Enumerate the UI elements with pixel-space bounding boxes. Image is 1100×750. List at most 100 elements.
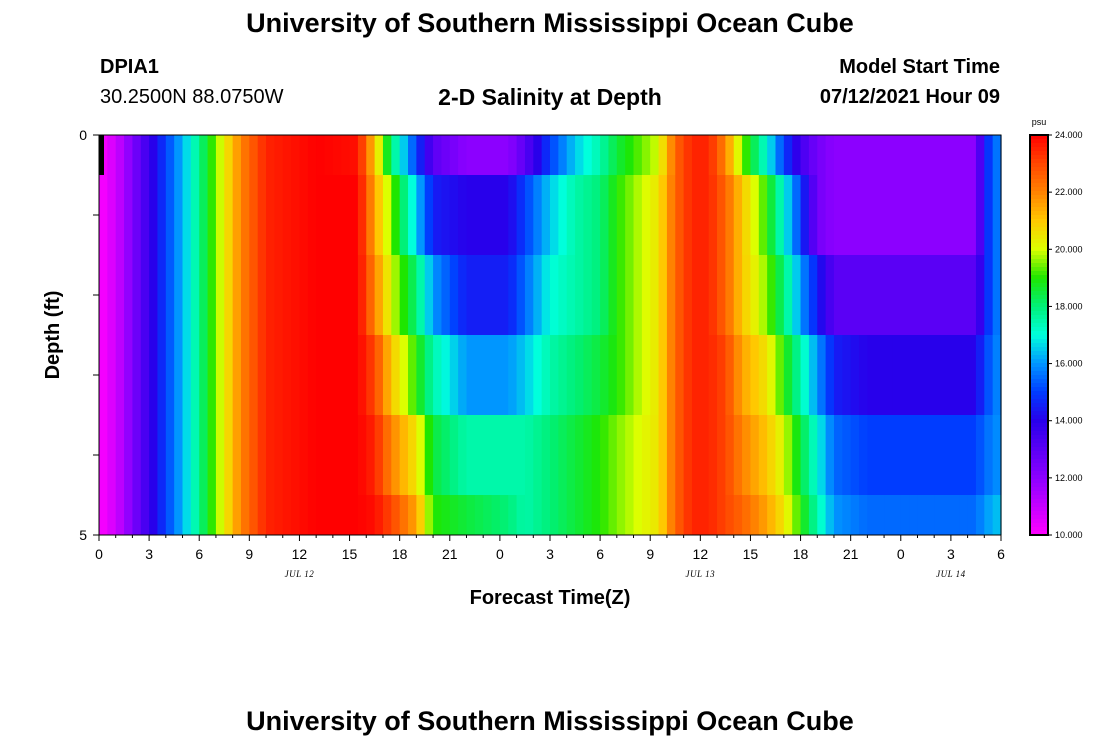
colorbar-cell bbox=[1030, 243, 1048, 248]
heat-cell bbox=[357, 335, 367, 415]
colorbar-cell bbox=[1030, 267, 1048, 272]
heat-cell bbox=[157, 135, 167, 175]
heat-cell bbox=[608, 415, 618, 495]
heat-cell bbox=[433, 495, 443, 535]
colorbar-cell bbox=[1030, 207, 1048, 212]
heat-cell bbox=[132, 255, 142, 335]
heat-cell bbox=[616, 415, 626, 495]
heat-cell bbox=[357, 255, 367, 335]
colorbar-cell bbox=[1030, 507, 1048, 512]
heat-cell bbox=[182, 335, 192, 415]
heat-cell bbox=[174, 335, 184, 415]
heat-cell bbox=[900, 495, 910, 535]
heat-cell bbox=[408, 335, 417, 415]
heat-cell bbox=[775, 415, 785, 495]
heat-cell bbox=[984, 255, 994, 335]
heat-cell bbox=[357, 415, 367, 495]
heat-cell bbox=[750, 255, 760, 335]
colorbar-tick-label: 14.000 bbox=[1055, 416, 1083, 426]
heat-cell bbox=[474, 175, 484, 255]
heat-cell bbox=[215, 255, 225, 335]
colorbar-cell bbox=[1030, 303, 1048, 308]
heat-cell bbox=[742, 255, 752, 335]
heat-cell bbox=[408, 135, 417, 175]
heat-cell bbox=[416, 495, 426, 535]
heat-cell bbox=[825, 335, 835, 415]
heat-cell bbox=[566, 175, 576, 255]
date-label: JUL 12 bbox=[285, 569, 315, 579]
colorbar-cell bbox=[1030, 227, 1048, 232]
heat-cell bbox=[967, 255, 977, 335]
heat-cell bbox=[950, 495, 960, 535]
heat-cell bbox=[817, 175, 827, 255]
x-tick-label: 0 bbox=[897, 546, 905, 562]
heat-cell bbox=[591, 415, 601, 495]
heat-cell bbox=[508, 135, 518, 175]
heat-cell bbox=[533, 335, 543, 415]
heat-cell bbox=[474, 255, 484, 335]
heat-cell bbox=[132, 335, 142, 415]
colorbar-cell bbox=[1030, 163, 1048, 168]
y-tick-label: 0 bbox=[79, 127, 87, 143]
colorbar-cell bbox=[1030, 495, 1048, 500]
heat-cell bbox=[758, 415, 768, 495]
colorbar-cell bbox=[1030, 219, 1048, 224]
heat-cell bbox=[332, 335, 342, 415]
heat-cell bbox=[182, 135, 192, 175]
heat-cell bbox=[742, 135, 752, 175]
heat-cell bbox=[232, 335, 242, 415]
heat-cell bbox=[240, 255, 250, 335]
heat-cell bbox=[934, 135, 944, 175]
heat-cell bbox=[683, 175, 693, 255]
heat-cell bbox=[408, 495, 417, 535]
colorbar-frame bbox=[1029, 134, 1049, 536]
heat-cell bbox=[533, 135, 543, 175]
heat-cell bbox=[666, 175, 676, 255]
colorbar-cell bbox=[1030, 515, 1048, 520]
heat-cell bbox=[199, 415, 209, 495]
heat-cell bbox=[266, 255, 275, 335]
heat-cell bbox=[725, 135, 735, 175]
heat-cell bbox=[449, 175, 459, 255]
x-tick-label: 21 bbox=[843, 546, 859, 562]
heat-cell bbox=[240, 135, 250, 175]
heat-cell bbox=[650, 175, 660, 255]
heat-cell bbox=[324, 175, 334, 255]
heat-cell bbox=[491, 175, 501, 255]
heat-cell bbox=[758, 135, 768, 175]
heat-cell bbox=[808, 135, 818, 175]
heat-cell bbox=[182, 255, 192, 335]
heat-cell bbox=[274, 495, 284, 535]
colorbar-cell bbox=[1030, 487, 1048, 492]
heat-cell bbox=[341, 335, 351, 415]
heat-cell bbox=[483, 135, 493, 175]
heat-cell bbox=[466, 335, 476, 415]
heat-cell bbox=[758, 255, 768, 335]
heat-cell bbox=[332, 175, 342, 255]
heat-cell bbox=[266, 135, 275, 175]
heat-cell bbox=[859, 135, 868, 175]
heat-cell bbox=[650, 415, 660, 495]
heat-cell bbox=[859, 415, 868, 495]
heat-cell bbox=[190, 495, 200, 535]
colorbar-cell bbox=[1030, 239, 1048, 244]
colorbar-cell bbox=[1030, 307, 1048, 312]
heat-cell bbox=[115, 255, 125, 335]
heat-cell bbox=[282, 135, 292, 175]
heat-cell bbox=[424, 335, 434, 415]
heat-cell bbox=[950, 255, 960, 335]
heat-cell bbox=[742, 175, 752, 255]
heat-cell bbox=[666, 135, 676, 175]
heat-cell bbox=[215, 135, 225, 175]
heat-cell bbox=[249, 335, 259, 415]
colorbar-cell bbox=[1030, 147, 1048, 152]
heat-cell bbox=[984, 495, 994, 535]
heat-cell bbox=[992, 335, 1002, 415]
heat-cell bbox=[600, 495, 610, 535]
heat-cell bbox=[942, 255, 952, 335]
heat-cell bbox=[775, 335, 785, 415]
heat-cell bbox=[224, 135, 234, 175]
heat-cell bbox=[758, 495, 768, 535]
heat-cell bbox=[767, 135, 777, 175]
heat-cell bbox=[691, 255, 701, 335]
